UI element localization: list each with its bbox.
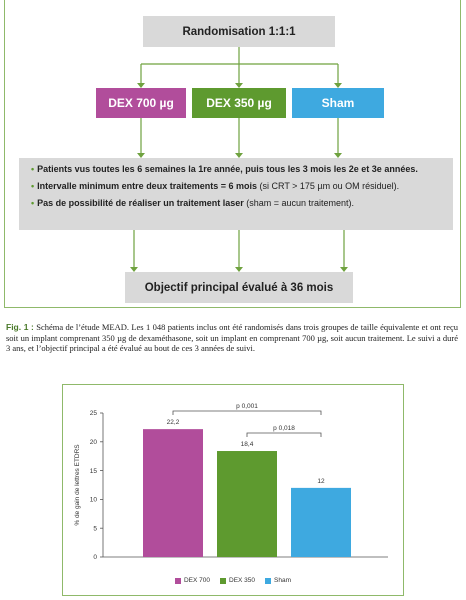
data-label: 12	[317, 478, 325, 485]
legend-label-dex700: DEX 700	[183, 577, 210, 584]
y-axis-label: % de gain de lettres ETDRS	[74, 444, 81, 526]
criteria-bold: Pas de possibilité de réaliser un traite…	[37, 198, 244, 208]
randomisation-box: Randomisation 1:1:1	[143, 16, 335, 47]
bar-sham	[291, 487, 351, 557]
data-label: 22,2	[167, 419, 180, 426]
arm-sham-box: Sham	[292, 88, 384, 118]
bar-chart: 0 5 10 15 20 25 % de gain de lettres ETDRS 22,2…	[74, 403, 388, 561]
criteria-item: • Pas de possibilité de réaliser un trait…	[31, 198, 445, 209]
arrowhead	[235, 267, 243, 272]
arrowhead	[235, 83, 243, 88]
data-label: 18,4	[241, 441, 254, 448]
figure-label: Fig. 1 :	[6, 322, 34, 332]
arrowhead	[137, 83, 145, 88]
arm-dex350-label: DEX 350 µg	[206, 96, 272, 110]
bullet-icon: •	[31, 164, 35, 174]
criteria-item: • Intervalle minimum entre deux traitemen…	[31, 181, 445, 192]
arm-dex350-box: DEX 350 µg	[192, 88, 286, 118]
arrowhead	[340, 267, 348, 272]
diagram-connectors	[130, 47, 348, 272]
objective-box: Objectif principal évalué à 36 mois	[125, 272, 353, 303]
bullet-icon: •	[31, 181, 35, 191]
significance-bracket	[172, 410, 322, 415]
y-tick-label: 20	[90, 439, 98, 446]
criteria-box: • Patients vus toutes les 6 semaines la 1…	[19, 158, 453, 230]
figure-caption: Fig. 1 : Schéma de l’étude MEAD. Les 1 0…	[6, 322, 458, 354]
p-value-label: p 0,001	[236, 403, 258, 410]
p-value-label: p 0,018	[273, 425, 295, 432]
arrowhead	[137, 153, 145, 158]
arrowhead	[334, 153, 342, 158]
bar-dex-350	[217, 451, 277, 557]
bar-chart-frame: 0 5 10 15 20 25 % de gain de lettres ETDRS 22,2…	[62, 384, 404, 596]
legend-label-dex350: DEX 350	[229, 577, 256, 584]
criteria-bold: Patients vus toutes les 6 semaines la 1r…	[37, 164, 418, 174]
randomisation-label: Randomisation 1:1:1	[182, 25, 296, 38]
bullet-icon: •	[31, 198, 35, 208]
arm-sham-label: Sham	[321, 96, 355, 110]
y-tick-label: 10	[90, 497, 98, 504]
caption-text: Schéma de l’étude MEAD. Les 1 048 patien…	[6, 322, 458, 353]
significance-bracket	[246, 432, 322, 437]
criteria-bold: Intervalle minimum entre deux traitement…	[37, 181, 257, 191]
y-tick-label: 15	[90, 468, 98, 475]
y-tick-label: 5	[93, 525, 97, 532]
y-tick-label: 0	[93, 554, 97, 561]
legend-swatch-dex700	[174, 577, 181, 584]
criteria-normal: (si CRT > 175 µm ou OM résiduel).	[256, 181, 400, 191]
arrowhead	[130, 267, 138, 272]
arrowhead	[235, 153, 243, 158]
legend-item-dex350: DEX 350	[220, 577, 255, 584]
criteria-normal: (sham = aucun traitement).	[243, 198, 355, 208]
legend-label-sham: Sham	[274, 577, 292, 584]
chart-legend: DEX 700 DEX 350 Sham	[63, 577, 403, 584]
y-tick-label: 25	[90, 410, 98, 417]
arm-dex700-box: DEX 700 µg	[96, 88, 186, 118]
arrowhead	[334, 83, 342, 88]
legend-swatch-dex350	[220, 577, 226, 584]
legend-swatch-sham	[265, 577, 272, 584]
legend-item-dex700: DEX 700	[174, 577, 210, 584]
arm-dex700-label: DEX 700 µg	[108, 96, 174, 110]
study-diagram: Randomisation 1:1:1 DEX 700 µg DEX 350 µ…	[4, 0, 461, 308]
criteria-item: • Patients vus toutes les 6 semaines la 1…	[31, 164, 445, 175]
legend-item-sham: Sham	[265, 577, 291, 584]
bar-dex-700	[143, 429, 203, 557]
objective-label: Objectif principal évalué à 36 mois	[144, 281, 334, 294]
